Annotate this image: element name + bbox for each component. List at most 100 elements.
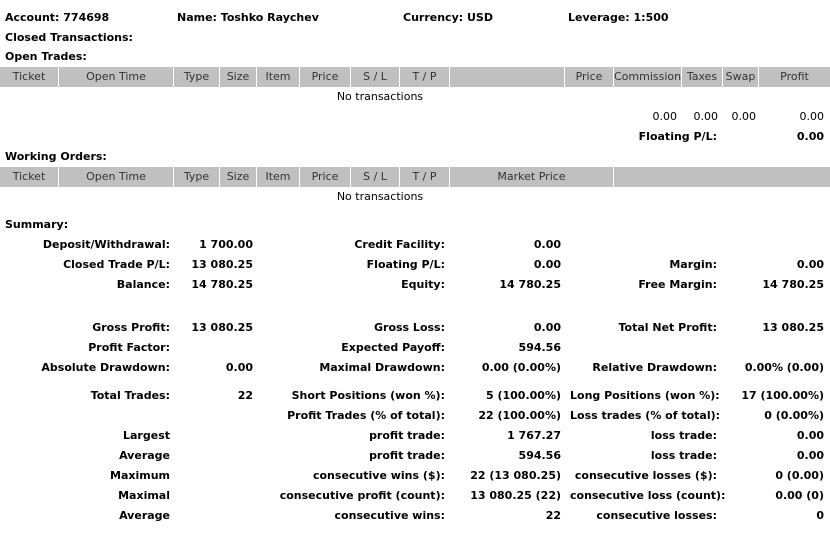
summary-value-long-positions: 17 (100.00%)	[741, 389, 824, 402]
account-number: Account: 774698	[5, 11, 110, 24]
summary-label-short-positions: Short Positions (won %):	[291, 389, 445, 402]
orders-col-tp: T / P	[412, 170, 437, 183]
summary-label-balance: Balance:	[116, 278, 170, 291]
open-col-size: Size	[226, 70, 250, 83]
summary-label-maximum: Maximum	[110, 469, 170, 482]
open-col-sl: S / L	[363, 70, 387, 83]
summary-value-floating-pl: 0.00	[533, 258, 561, 271]
account-currency: Currency: USD	[403, 11, 493, 24]
orders-col-price: Price	[311, 170, 339, 183]
summary-value-average-consecutive-wins: 22	[545, 509, 561, 522]
closed-transactions-label: Closed Transactions:	[5, 31, 133, 44]
summary-value-relative-drawdown: 0.00% (0.00)	[744, 361, 824, 374]
summary-value-max-consecutive-wins: 22 (13 080.25)	[470, 469, 561, 482]
summary-value-gross-loss: 0.00	[533, 321, 561, 334]
summary-value-profit-trades: 22 (100.00%)	[478, 409, 561, 422]
working-orders-title: Working Orders:	[5, 150, 107, 163]
open-col-swap: Swap	[725, 70, 756, 83]
orders-col-blank	[614, 167, 830, 187]
summary-value-average-profit: 594.56	[518, 449, 561, 462]
open-total-swap: 0.00	[731, 110, 757, 123]
open-col-profit: Profit	[780, 70, 809, 83]
open-col-taxes: Taxes	[686, 70, 718, 83]
summary-title: Summary:	[5, 218, 69, 231]
summary-value-absolute-drawdown: 0.00	[225, 361, 253, 374]
summary-value-balance: 14 780.25	[191, 278, 253, 291]
summary-label-profit-trades: Profit Trades (% of total):	[287, 409, 445, 422]
summary-label-absolute-drawdown: Absolute Drawdown:	[41, 361, 170, 374]
summary-label-maximal: Maximal	[118, 489, 170, 502]
open-trades-empty: No transactions	[336, 90, 424, 103]
summary-value-net-profit: 13 080.25	[762, 321, 824, 334]
summary-label-equity: Equity:	[401, 278, 445, 291]
summary-label-net-profit: Total Net Profit:	[618, 321, 718, 334]
summary-label-largest-profit: profit trade:	[369, 429, 445, 442]
summary-value-deposit: 1 700.00	[199, 238, 253, 251]
summary-label-free-margin: Free Margin:	[638, 278, 717, 291]
open-col-type: Type	[183, 70, 210, 83]
open-col-item: Item	[265, 70, 291, 83]
summary-value-largest-loss: 0.00	[796, 429, 824, 442]
summary-value-expected-payoff: 594.56	[518, 341, 561, 354]
summary-label-credit: Credit Facility:	[354, 238, 445, 251]
summary-label-average-consecutive-losses: consecutive losses:	[596, 509, 717, 522]
summary-label-largest: Largest	[123, 429, 170, 442]
open-total-profit: 0.00	[799, 110, 825, 123]
summary-value-largest-profit: 1 767.27	[507, 429, 561, 442]
summary-value-max-consecutive-losses: 0 (0.00)	[775, 469, 824, 482]
summary-value-equity: 14 780.25	[499, 278, 561, 291]
orders-col-item: Item	[265, 170, 291, 183]
summary-label-average-consecutive-wins: consecutive wins:	[334, 509, 445, 522]
summary-value-maximal-drawdown: 0.00 (0.00%)	[481, 361, 561, 374]
floating-pl-label: Floating P/L:	[638, 130, 717, 143]
summary-value-short-positions: 5 (100.00%)	[485, 389, 561, 402]
summary-label-average-loss: loss trade:	[650, 449, 717, 462]
summary-value-average-consecutive-losses: 0	[816, 509, 824, 522]
working-orders-header: Ticket Open Time Type Size Item Price S …	[0, 167, 830, 187]
summary-label-max-consecutive-wins: consecutive wins ($):	[312, 469, 445, 482]
summary-value-maximal-consecutive-profit: 13 080.25 (22)	[470, 489, 561, 502]
summary-label-largest-loss: loss trade:	[650, 429, 717, 442]
open-col-open-time: Open Time	[86, 70, 146, 83]
summary-label-expected-payoff: Expected Payoff:	[341, 341, 445, 354]
summary-value-free-margin: 14 780.25	[762, 278, 824, 291]
open-col-blank	[450, 67, 564, 87]
open-col-commission: Commission	[614, 70, 682, 83]
summary-value-margin: 0.00	[796, 258, 824, 271]
summary-label-margin: Margin:	[669, 258, 717, 271]
summary-value-maximal-consecutive-loss: 0.00 (0)	[775, 489, 824, 502]
summary-label-maximal-drawdown: Maximal Drawdown:	[319, 361, 445, 374]
open-trades-header: Ticket Open Time Type Size Item Price S …	[0, 67, 830, 87]
floating-pl-value: 0.00	[796, 130, 824, 143]
orders-col-ticket: Ticket	[12, 170, 46, 183]
orders-col-type: Type	[183, 170, 210, 183]
summary-label-maximal-consecutive-profit: consecutive profit (count):	[279, 489, 445, 502]
summary-label-gross-loss: Gross Loss:	[374, 321, 445, 334]
summary-label-relative-drawdown: Relative Drawdown:	[592, 361, 717, 374]
summary-label-closed-pl: Closed Trade P/L:	[63, 258, 170, 271]
summary-label-deposit: Deposit/Withdrawal:	[42, 238, 170, 251]
summary-label-average-profit: profit trade:	[369, 449, 445, 462]
open-col-tp: T / P	[412, 70, 437, 83]
summary-label-average-2: Average	[119, 509, 170, 522]
open-trades-title: Open Trades:	[5, 50, 87, 63]
summary-label-floating-pl: Floating P/L:	[366, 258, 445, 271]
orders-col-sl: S / L	[363, 170, 387, 183]
summary-label-profit-factor: Profit Factor:	[88, 341, 170, 354]
open-col-ticket: Ticket	[12, 70, 46, 83]
summary-value-credit: 0.00	[533, 238, 561, 251]
summary-label-loss-trades: Loss trades (% of total):	[570, 409, 721, 422]
working-orders-empty: No transactions	[336, 190, 424, 203]
summary-value-average-loss: 0.00	[796, 449, 824, 462]
summary-label-total-trades: Total Trades:	[90, 389, 170, 402]
summary-label-gross-profit: Gross Profit:	[92, 321, 170, 334]
summary-label-average: Average	[119, 449, 170, 462]
orders-col-open-time: Open Time	[86, 170, 146, 183]
orders-col-market-price: Market Price	[497, 170, 566, 183]
summary-label-long-positions: Long Positions (won %):	[570, 389, 720, 402]
summary-value-total-trades: 22	[237, 389, 253, 402]
summary-value-loss-trades: 0 (0.00%)	[764, 409, 824, 422]
summary-value-closed-pl: 13 080.25	[191, 258, 253, 271]
open-col-close-price: Price	[575, 70, 603, 83]
